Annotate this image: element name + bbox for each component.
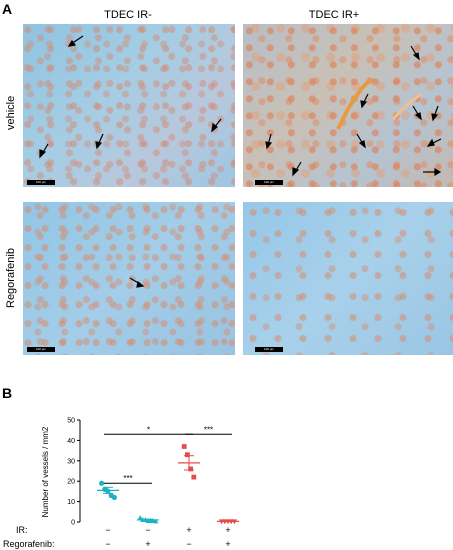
scale-bar: 100 µm (27, 180, 55, 185)
data-point (153, 518, 159, 524)
scale-bar: 100 µm (255, 347, 283, 352)
scale-bar: 100 µm (255, 180, 283, 185)
y-tick-label: 20 (67, 479, 75, 486)
data-point (188, 466, 193, 472)
condition-label-regorafenib: Regorafenib: (3, 539, 55, 549)
arrows-vehicle-ir-minus (39, 35, 222, 159)
micrograph-vehicle-ir-minus: 100 µm (23, 24, 235, 187)
arrows-regorafenib-ir-minus (129, 277, 145, 288)
y-tick-label: 0 (71, 520, 75, 527)
condition-value: + (225, 525, 230, 535)
data-point (191, 474, 197, 480)
micrograph-vehicle-ir-plus: 100 µm (243, 24, 453, 187)
condition-value: − (105, 539, 110, 549)
column-title-ir-minus: TDEC IR- (104, 9, 152, 21)
panel-a-letter: A (2, 1, 13, 17)
y-tick-label: 50 (67, 418, 75, 425)
row-title-vehicle: vehicle (5, 95, 17, 130)
data-point (111, 494, 117, 501)
data-point (185, 452, 190, 458)
significance-label: * (147, 425, 150, 434)
condition-value: − (105, 525, 110, 535)
micrograph-regorafenib-ir-plus: 100 µm (243, 202, 453, 355)
condition-value: − (186, 539, 191, 549)
panel-b-letter: B (2, 385, 13, 401)
micrograph-regorafenib-ir-minus: 100 µm (23, 202, 235, 355)
column-title-ir-plus: TDEC IR+ (308, 9, 360, 21)
y-axis-label: Number of vessels / mm2 (41, 426, 50, 517)
condition-value: + (145, 539, 150, 549)
data-point (137, 515, 143, 520)
significance-label: *** (204, 425, 213, 434)
condition-value: − (145, 525, 150, 535)
condition-label-ir: IR: (16, 525, 28, 535)
y-tick-label: 40 (67, 438, 75, 445)
row-title-regorafenib: Regorafenib (5, 248, 17, 308)
condition-value: + (225, 539, 230, 549)
data-point (181, 444, 187, 449)
y-tick-label: 10 (67, 499, 75, 506)
significance-label: *** (123, 474, 132, 483)
data-point (99, 480, 105, 486)
y-tick-label: 30 (67, 458, 75, 465)
condition-value: + (186, 525, 191, 535)
scale-bar: 100 µm (27, 347, 55, 352)
arrows-vehicle-ir-plus (265, 45, 442, 177)
